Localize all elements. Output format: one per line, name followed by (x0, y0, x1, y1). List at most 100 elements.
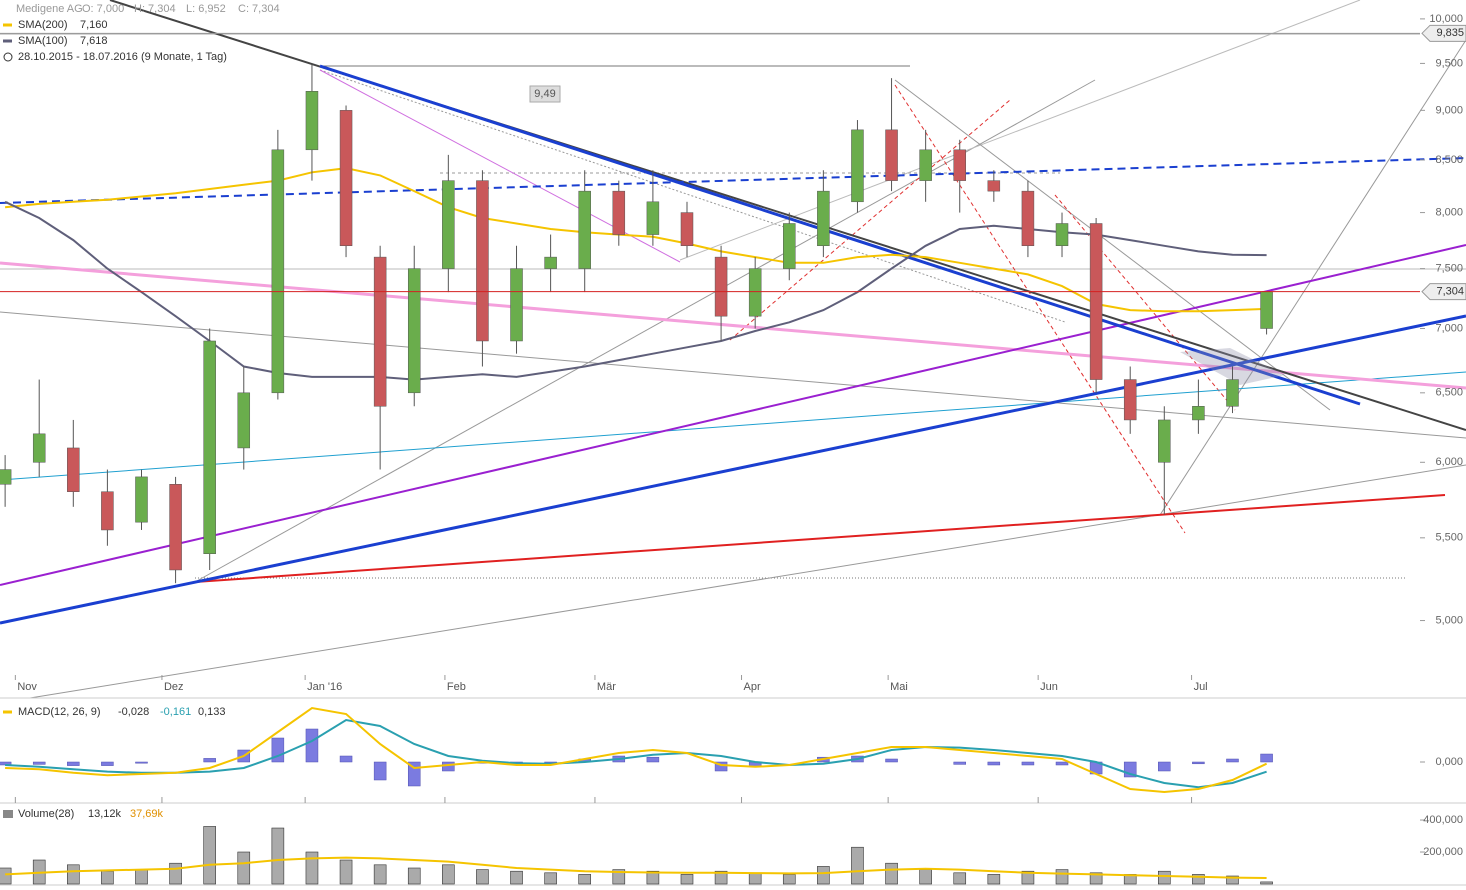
volume-bar (782, 874, 796, 885)
channel-line (894, 84, 1186, 534)
macd-histogram-bar (1192, 761, 1205, 765)
y-tick-label: 5,000 (1435, 614, 1463, 626)
channel-line (1054, 194, 1236, 411)
candle-body (714, 256, 728, 317)
volume-icon (3, 810, 13, 818)
candle-body (1123, 379, 1137, 421)
date-range: 28.10.2015 - 18.07.2016 (9 Monate, 1 Tag… (18, 51, 227, 63)
triangle-zone (1180, 348, 1285, 385)
volume-bar (442, 864, 455, 885)
macd-histogram-bar (32, 761, 46, 765)
trend-line (0, 371, 1466, 481)
annotation: 9,49 (534, 88, 555, 100)
volume-bar (646, 870, 660, 885)
candle-body (919, 149, 932, 181)
legend-value: -0,161 (160, 706, 191, 718)
x-tick-label: Mai (890, 681, 908, 693)
macd-histogram-bar (1226, 758, 1239, 763)
ohlc: L: 6,952 (186, 3, 226, 15)
legend-value: 7,618 (80, 35, 108, 47)
candle-body (680, 212, 694, 247)
x-tick-label: Dez (164, 681, 184, 693)
volume-bar (1157, 870, 1171, 885)
volume-bar (1260, 881, 1273, 885)
candle-body (987, 180, 1001, 192)
y-tick-label: 6,500 (1435, 387, 1463, 399)
volume-bar (919, 869, 932, 885)
macd-histogram-bar (373, 761, 387, 781)
volume-bar (101, 870, 114, 885)
candle-body (783, 223, 796, 269)
legend-value: 7,160 (80, 19, 108, 31)
candle-body (271, 149, 285, 394)
volume-bar (476, 869, 489, 885)
volume-bar (373, 864, 387, 885)
macd-histogram-bar (646, 756, 660, 763)
candle-body (1192, 406, 1205, 421)
instrument-title: Medigene AG (16, 3, 83, 15)
candle-body (1021, 190, 1035, 247)
macd-histogram-bar (1158, 761, 1171, 772)
volume-bar (851, 846, 864, 885)
volume-bar (748, 872, 762, 885)
legend: Medigene AG O: 7,000 H: 7,304 L: 6,952 C… (3, 3, 280, 820)
macd-histogram-bar (1260, 753, 1273, 763)
candle-body (953, 149, 966, 181)
candle-body (407, 268, 421, 394)
volume-bar (578, 874, 592, 885)
trend-line (894, 79, 1331, 411)
trend-line (0, 311, 1466, 439)
annotation-box (529, 85, 561, 103)
candle-body (476, 180, 489, 342)
candle-body (67, 447, 80, 492)
macd-histogram-bar (987, 761, 1001, 766)
legend-label: Volume(28) (18, 808, 74, 820)
legend-value: 37,69k (130, 808, 164, 820)
macd-histogram-bar (67, 761, 80, 766)
macd-histogram-bar (714, 761, 728, 772)
volume-bar (1055, 869, 1069, 885)
candle-body (612, 190, 626, 235)
candle-body (544, 256, 557, 269)
candle-body (1089, 223, 1103, 380)
x-tick-label: Jul (1194, 681, 1208, 693)
volume-bar (510, 870, 523, 885)
volume-bar (714, 870, 728, 885)
candle-body (373, 256, 387, 407)
x-tick-label: Mär (597, 681, 616, 693)
trend-line (319, 64, 1361, 406)
y-tick-label: 8,500 (1435, 154, 1463, 166)
candle-body (169, 484, 182, 571)
volume-bar (1192, 874, 1205, 885)
volume-bar (885, 862, 898, 885)
trend-line (194, 79, 1096, 583)
volume-bar (271, 827, 285, 885)
volume-bar (1226, 875, 1239, 885)
macd-histogram-bar (885, 758, 898, 763)
candle-body (135, 476, 148, 523)
x-tick-label: Apr (744, 681, 761, 693)
candle-body (305, 91, 319, 151)
macd-histogram-bar (271, 737, 285, 763)
volume-bar (680, 874, 694, 885)
volume-bar (612, 869, 626, 885)
candle-body (442, 180, 455, 269)
y-tick-label: 0,000 (1435, 756, 1463, 768)
trend-line (0, 157, 1466, 204)
volume-bar (987, 874, 1001, 885)
volume-bar (203, 826, 216, 885)
ohlc: C: 7,304 (238, 3, 280, 15)
trend-line (1159, 39, 1466, 516)
macd-histogram-bar (953, 761, 966, 765)
clock-icon (3, 52, 13, 62)
candle-body (237, 392, 251, 449)
candle-body (646, 201, 660, 235)
legend-value: 13,12k (88, 808, 122, 820)
trend-line (0, 314, 1466, 625)
y-tick-label: 400,000 (1423, 814, 1463, 826)
macd-histogram-bar (1055, 761, 1069, 766)
volume-bar (135, 869, 148, 885)
